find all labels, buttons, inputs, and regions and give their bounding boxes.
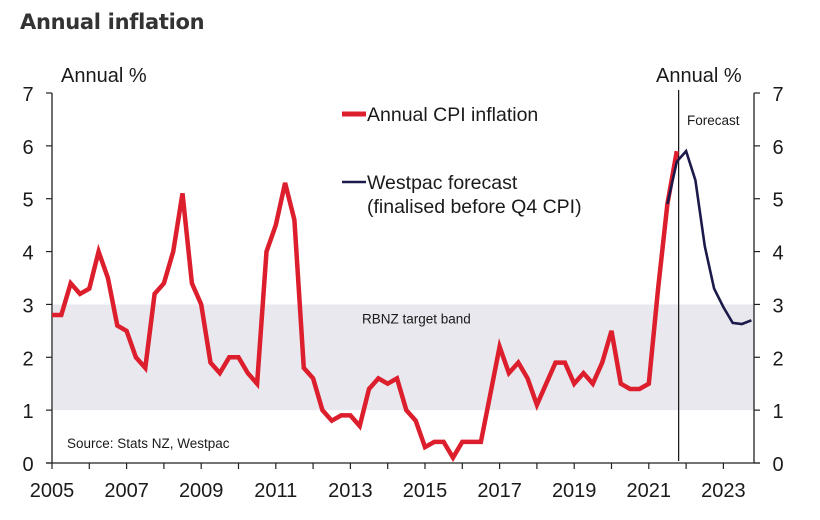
y-tick-label-left: 0 — [22, 454, 33, 476]
y-tick-label-left: 1 — [22, 401, 33, 423]
legend: Annual CPI inflation Westpac forecast (f… — [342, 104, 582, 218]
series-line-cpi — [52, 150, 680, 463]
y-tick-label-left: 4 — [22, 243, 33, 265]
y-tick-label-right: 1 — [772, 401, 783, 423]
x-tick-label: 2015 — [403, 480, 448, 502]
y-tick-label-right: 4 — [772, 243, 783, 265]
data-points — [51, 151, 752, 458]
y-tick-label-left: 7 — [22, 84, 33, 106]
x-tick-label: 2013 — [328, 480, 373, 502]
y-tick-label-right: 5 — [772, 190, 783, 212]
x-tick-label: 2019 — [552, 480, 597, 502]
target-band — [53, 304, 754, 411]
y-tick-label-right: 7 — [772, 84, 783, 106]
legend-label-forecast: Westpac forecast — [367, 172, 518, 194]
y-axis-label-left: Annual % — [61, 65, 147, 87]
x-tick-label: 2007 — [104, 480, 149, 502]
x-tick-label: 2005 — [30, 480, 75, 502]
series-line-forecast — [666, 148, 752, 326]
y-tick-label-left: 3 — [22, 295, 33, 317]
legend-label-cpi: Annual CPI inflation — [367, 104, 538, 126]
legend-label-forecast-note: (finalised before Q4 CPI) — [367, 196, 582, 218]
target-band-label: RBNZ target band — [362, 311, 471, 326]
y-tick-label-left: 2 — [22, 348, 33, 370]
forecast-label: Forecast — [687, 113, 740, 128]
x-tick-label: 2009 — [179, 480, 224, 502]
x-tick-label: 2023 — [701, 480, 746, 502]
x-tick-label: 2021 — [627, 480, 672, 502]
axes — [46, 93, 760, 464]
y-tick-label-right: 0 — [772, 454, 783, 476]
source-label: Source: Stats NZ, Westpac — [67, 436, 230, 451]
y-axis-ticks: 0 0 1 1 2 2 3 3 4 4 5 5 6 6 7 7 — [22, 84, 783, 476]
x-tick-label: 2011 — [254, 480, 297, 502]
chart-title: Annual inflation — [20, 10, 205, 34]
y-tick-label-left: 6 — [22, 137, 33, 159]
x-tick-label: 2017 — [477, 480, 522, 502]
y-tick-label-right: 6 — [772, 137, 783, 159]
y-tick-label-left: 5 — [22, 190, 33, 212]
x-axis-ticks: 2005 2007 2009 2011 2013 2015 2017 2019 2021 2023 — [30, 463, 746, 502]
y-tick-label-right: 2 — [772, 348, 783, 370]
y-axis-label-right: Annual % — [656, 65, 742, 87]
y-tick-label-right: 3 — [772, 295, 783, 317]
